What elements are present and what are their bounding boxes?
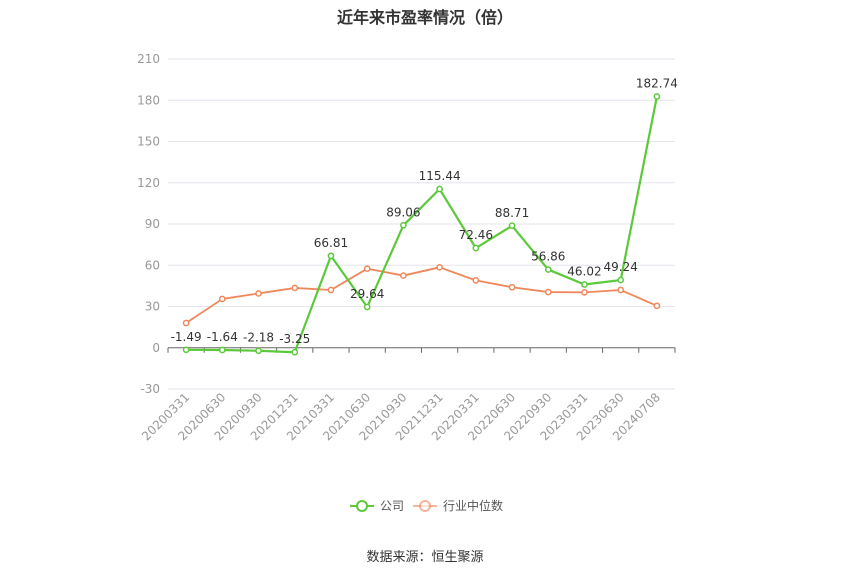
industry-point bbox=[617, 286, 625, 294]
company-line bbox=[186, 96, 658, 354]
y-tick-label: -30 bbox=[140, 382, 160, 396]
company-point bbox=[508, 222, 516, 230]
company-point bbox=[617, 276, 625, 284]
company-point bbox=[581, 281, 588, 288]
data-label: 182.74 bbox=[636, 76, 678, 90]
legend-label-industry: 行业中位数 bbox=[443, 498, 503, 513]
data-label: 89.06 bbox=[386, 205, 420, 219]
company-point bbox=[363, 303, 371, 311]
industry-point bbox=[653, 302, 661, 310]
industry-point bbox=[327, 286, 335, 294]
industry-point bbox=[400, 272, 407, 279]
industry-point bbox=[436, 263, 443, 271]
data-source: 数据来源：恒生聚源 bbox=[366, 550, 484, 565]
company-point bbox=[327, 252, 335, 260]
data-label: 88.71 bbox=[495, 206, 529, 220]
chart-title: 近年来市盈率情况（倍） bbox=[336, 8, 513, 27]
company-point bbox=[653, 93, 661, 100]
industry-point bbox=[182, 319, 190, 327]
data-label: -2.18 bbox=[243, 331, 274, 345]
legend-marker-industry bbox=[419, 500, 431, 512]
company-point bbox=[400, 221, 407, 229]
y-tick-label: 120 bbox=[137, 176, 160, 190]
y-tick-label: 30 bbox=[145, 300, 160, 314]
y-tick-label: 150 bbox=[137, 135, 160, 149]
industry-point bbox=[508, 283, 516, 291]
legend-label-company: 公司 bbox=[380, 499, 404, 513]
data-label: -3.25 bbox=[279, 332, 310, 346]
industry-point bbox=[218, 295, 226, 303]
data-label: -1.64 bbox=[207, 330, 238, 344]
industry-point bbox=[291, 284, 299, 292]
industry-point bbox=[363, 265, 371, 273]
industry-point bbox=[472, 277, 480, 284]
data-label: 56.86 bbox=[531, 250, 565, 264]
industry-point bbox=[581, 288, 588, 296]
industry-point bbox=[255, 290, 262, 297]
company-point bbox=[436, 185, 443, 193]
company-point bbox=[544, 266, 552, 273]
data-label: 72.46 bbox=[459, 228, 493, 242]
data-label: -1.49 bbox=[171, 330, 202, 344]
data-label: 49.24 bbox=[603, 260, 637, 274]
company-point bbox=[218, 346, 226, 354]
y-tick-label: 60 bbox=[145, 258, 160, 272]
company-point bbox=[255, 347, 262, 355]
y-tick-label: 210 bbox=[137, 52, 160, 66]
company-point bbox=[472, 244, 480, 252]
data-label: 46.02 bbox=[567, 264, 601, 278]
y-tick-label: 90 bbox=[145, 217, 160, 231]
data-label: 115.44 bbox=[419, 169, 461, 183]
y-tick-label: 180 bbox=[137, 93, 160, 107]
legend-marker-company bbox=[356, 500, 368, 512]
company-point bbox=[182, 346, 190, 354]
industry-point bbox=[544, 288, 552, 296]
y-tick-label: 0 bbox=[152, 341, 160, 355]
data-label: 29.64 bbox=[350, 287, 384, 301]
data-label: 66.81 bbox=[314, 236, 348, 250]
industry-median-line bbox=[185, 266, 658, 324]
company-point bbox=[291, 348, 299, 356]
